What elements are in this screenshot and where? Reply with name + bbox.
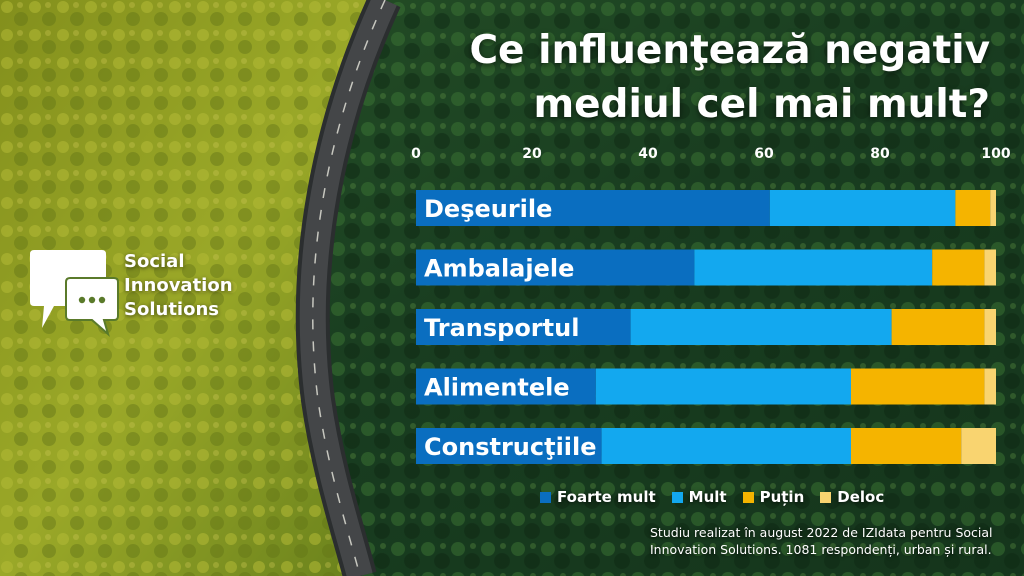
bar-segment [984,309,996,345]
category-label: Ambalajele [424,255,574,283]
x-tick-label: 40 [638,146,658,162]
legend-label: Puțin [759,488,805,506]
bar-segment [416,428,602,464]
social-innovation-solutions-logo [30,250,119,337]
brand-name: Social Innovation Solutions [124,250,233,322]
brand-line-1: Social [124,251,185,272]
x-tick-label: 80 [870,146,890,162]
bar-segment [601,428,851,464]
bars [416,190,996,464]
category-labels: Deşeurile Ambalajele Transportul Alimentele… [424,195,597,461]
bar-segment [416,309,631,345]
x-tick-label: 60 [754,146,774,162]
legend-label: Foarte mult [557,488,656,506]
legend-item: Puțin [742,488,805,506]
bar-segment [416,190,770,226]
x-tick-label: 20 [522,146,542,162]
category-label: Deşeurile [424,195,552,223]
legend-swatch [671,491,683,503]
x-axis-ticks: 0 20 40 60 80 100 [411,146,1011,162]
legend-swatch [820,491,832,503]
legend: Foarte mult Mult Puțin Deloc [540,488,884,506]
brand-line-2: Innovation [124,275,233,296]
category-label: Transportul [424,314,579,342]
legend-swatch [540,491,551,503]
x-tick-label: 100 [981,146,1010,162]
legend-item: Foarte mult [540,488,656,506]
legend-item: Mult [671,488,727,506]
category-label: Construcţiile [424,433,597,461]
bar-segment [694,249,933,286]
bar-segment [891,309,985,345]
chart-title-line-2: mediul cel mai mult? [533,82,990,127]
bar-segment [595,368,851,405]
bar-segment [932,249,985,286]
legend-swatch [742,491,754,503]
brand-line-3: Solutions [124,299,219,320]
legend-item: Deloc [820,488,884,506]
bar-segment [984,368,996,405]
bar-segment [416,368,596,405]
legend-label: Mult [688,488,727,506]
bar-segment [416,249,695,286]
category-label: Alimentele [424,374,570,402]
x-tick-label: 0 [411,146,421,162]
bar-segment [990,190,996,226]
bar-segment [769,190,956,226]
bar-segment [630,309,892,345]
chart-title: Ce influenţează negativ mediul cel mai m… [430,24,990,132]
legend-label: Deloc [837,488,885,506]
bar-segment [851,368,985,405]
bar-segment [955,190,991,226]
bar-segment [851,428,962,464]
bar-segment [961,428,996,464]
bar-segment [984,249,996,286]
chart-title-line-1: Ce influenţează negativ [469,28,990,73]
source-note: Studiu realizat în august 2022 de IZIdat… [650,525,993,557]
